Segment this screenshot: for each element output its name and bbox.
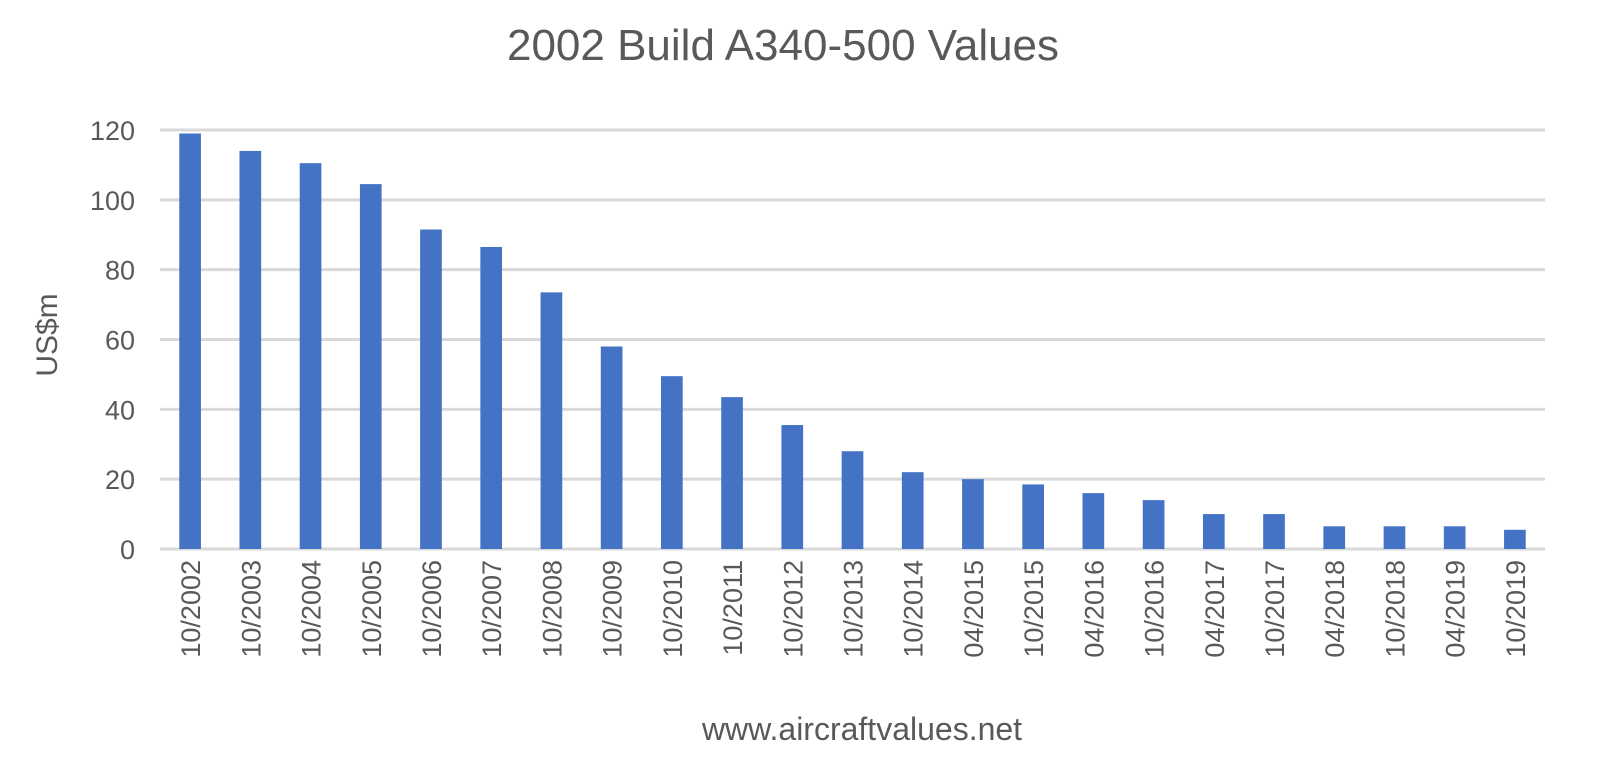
x-tick-label: 10/2011: [718, 560, 748, 656]
x-tick-label: 10/2004: [297, 560, 327, 658]
x-tick-label: 10/2002: [176, 560, 206, 658]
x-tick-label: 04/2016: [1079, 560, 1109, 658]
x-tick-label: 10/2019: [1501, 560, 1531, 658]
x-tick-label: 10/2016: [1140, 560, 1170, 658]
y-tick-label: 0: [120, 535, 135, 565]
x-tick-label: 10/2018: [1380, 560, 1410, 658]
x-tick-label: 10/2013: [839, 560, 869, 658]
x-tick-label: 10/2005: [357, 560, 387, 658]
bar-10/2016: [1142, 500, 1165, 549]
bar-10/2014: [901, 472, 924, 549]
bar-10/2010: [661, 376, 683, 549]
x-tick-label: 10/2009: [598, 560, 628, 658]
x-tick-label: 10/2010: [658, 560, 688, 658]
y-tick-label: 40: [105, 395, 135, 425]
y-tick-label: 100: [90, 186, 135, 216]
bar-10/2003: [239, 150, 262, 549]
x-tick-label: 10/2003: [236, 560, 266, 658]
bar-10/2002: [179, 133, 201, 549]
bar-10/2013: [841, 451, 864, 549]
bar-10/2017: [1263, 514, 1285, 549]
x-tick-label: 04/2019: [1441, 560, 1471, 658]
bar-10/2012: [781, 425, 804, 549]
bar-10/2009: [600, 346, 623, 549]
bar-10/2018: [1383, 526, 1406, 549]
x-tick-label: 10/2007: [477, 560, 507, 658]
bar-10/2005: [359, 184, 382, 549]
y-tick-label: 60: [105, 326, 135, 356]
bar-04/2015: [962, 479, 984, 549]
x-tick-label: 10/2008: [537, 560, 567, 658]
x-tick-label: 10/2012: [778, 560, 808, 658]
x-tick-label: 10/2006: [417, 560, 447, 658]
bar-04/2019: [1443, 526, 1466, 549]
y-axis-label: US$m: [31, 293, 64, 376]
y-tick-label: 20: [105, 465, 135, 495]
x-tick-label: 04/2015: [959, 560, 989, 658]
x-tick-label: 10/2014: [899, 560, 929, 658]
bar-10/2008: [540, 292, 563, 549]
y-tick-label: 80: [105, 256, 135, 286]
y-tick-label: 120: [90, 116, 135, 146]
bar-10/2007: [480, 246, 503, 550]
bar-10/2015: [1022, 484, 1044, 549]
x-axis-label: www.aircraftvalues.net: [701, 711, 1022, 747]
x-tick-label: 04/2018: [1320, 560, 1350, 658]
bar-04/2016: [1082, 493, 1105, 549]
bar-10/2019: [1504, 529, 1526, 549]
bar-04/2018: [1323, 526, 1346, 549]
x-tick-label: 10/2017: [1260, 560, 1290, 658]
bar-04/2017: [1202, 514, 1225, 549]
bar-10/2011: [721, 397, 743, 549]
x-tick-label: 10/2015: [1019, 560, 1049, 658]
bar-10/2004: [299, 163, 322, 549]
x-tick-label: 04/2017: [1200, 560, 1230, 658]
chart-title: 2002 Build A340-500 Values: [507, 21, 1059, 70]
bar-10/2006: [420, 229, 442, 549]
